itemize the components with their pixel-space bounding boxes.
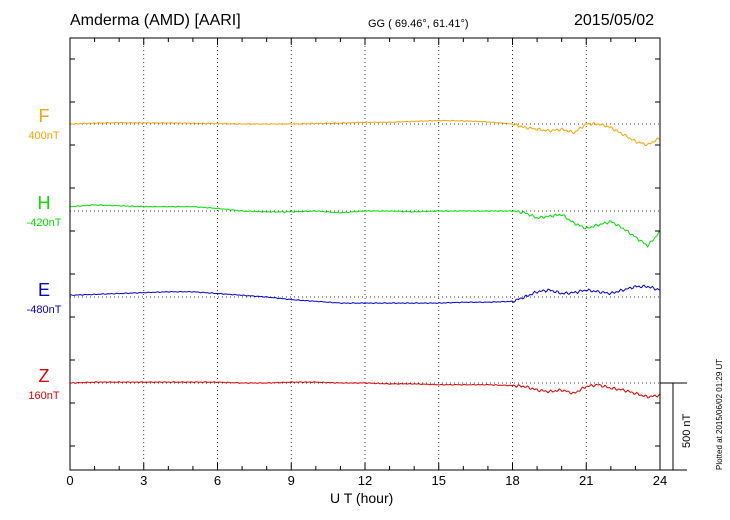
series-lines xyxy=(69,119,661,399)
x-tick-label: 15 xyxy=(431,473,446,488)
plotted-timestamp: Plotted at 2015/06/02 01:29 UT xyxy=(715,358,724,470)
baseline-value-e: -480nT xyxy=(26,304,62,316)
scale-bar-label: 500 nT xyxy=(681,413,693,448)
axis-ticks xyxy=(69,38,661,470)
baseline-value-h: -420nT xyxy=(26,217,62,229)
baseline-value-f: 400nT xyxy=(28,130,60,142)
series-line-e xyxy=(69,284,661,305)
series-line-z xyxy=(69,381,661,399)
series-line-f xyxy=(69,119,660,146)
component-name-f: F xyxy=(38,106,50,126)
component-name-h: H xyxy=(37,193,51,213)
baseline-value-z: 160nT xyxy=(28,390,60,402)
x-tick-label: 9 xyxy=(287,473,295,488)
series-line-h xyxy=(69,204,661,249)
x-tick-label: 24 xyxy=(652,473,668,488)
x-tick-label: 3 xyxy=(140,473,148,488)
grid-lines xyxy=(70,38,660,470)
x-tick-label: 21 xyxy=(579,473,594,488)
date-label: 2015/05/02 xyxy=(574,12,655,29)
x-tick-label: 12 xyxy=(357,473,373,488)
scale-bar xyxy=(660,382,687,471)
station-coordinates: GG ( 69.46°, 61.41°) xyxy=(368,18,469,30)
x-tick-label: 18 xyxy=(505,473,520,488)
component-name-e: E xyxy=(37,280,50,300)
x-tick-label: 0 xyxy=(66,473,74,488)
station-title: Amderma (AMD) [AARI] xyxy=(70,12,241,29)
component-name-z: Z xyxy=(38,366,50,386)
x-axis-label: U T (hour) xyxy=(330,490,394,506)
x-tick-label: 6 xyxy=(213,473,222,488)
